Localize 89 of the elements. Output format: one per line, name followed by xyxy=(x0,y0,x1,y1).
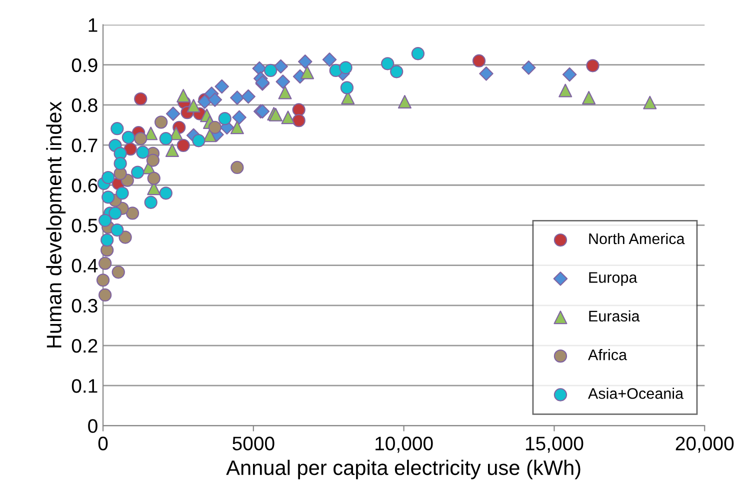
point xyxy=(411,47,425,60)
point xyxy=(322,52,337,67)
point xyxy=(214,79,229,94)
legend-label: Eurasia xyxy=(589,310,640,322)
point xyxy=(98,214,112,227)
x-tick-label: 5000 xyxy=(232,436,274,450)
point xyxy=(159,132,172,146)
point xyxy=(643,96,657,110)
point xyxy=(582,90,596,104)
point xyxy=(126,206,140,220)
legend-label: Asia+Oceania xyxy=(588,388,684,399)
point xyxy=(112,266,125,279)
point xyxy=(558,84,572,98)
y-tick-label: 0.8 xyxy=(72,98,98,112)
point xyxy=(108,206,122,220)
legend-label: North America xyxy=(589,232,685,244)
y-tick-label: 0.6 xyxy=(72,178,98,192)
point xyxy=(165,143,179,158)
point xyxy=(340,81,354,94)
point xyxy=(381,57,394,70)
x-tick-label: 0 xyxy=(98,436,108,450)
point xyxy=(144,196,158,209)
point xyxy=(192,134,206,148)
point xyxy=(118,230,132,244)
point xyxy=(292,114,306,128)
point xyxy=(479,66,494,81)
point xyxy=(116,186,129,200)
point xyxy=(522,60,536,75)
point xyxy=(198,94,212,109)
point xyxy=(586,59,600,72)
point xyxy=(154,116,168,129)
point xyxy=(131,166,144,179)
y-tick-label: 0.7 xyxy=(72,138,98,152)
point xyxy=(472,54,486,68)
x-tick-label: 20,000 xyxy=(676,436,734,453)
point xyxy=(208,120,222,134)
point xyxy=(264,64,278,78)
point xyxy=(98,256,112,270)
point xyxy=(281,110,295,124)
point xyxy=(98,288,112,302)
y-tick-label: 0 xyxy=(88,419,98,433)
point xyxy=(134,132,148,146)
legend-label: Europa xyxy=(589,272,638,286)
x-tick-label: 10,000 xyxy=(376,436,433,453)
point xyxy=(232,110,246,125)
point xyxy=(230,90,244,105)
point xyxy=(136,146,150,159)
y-tick-label: 0.9 xyxy=(72,58,98,72)
point xyxy=(176,138,190,152)
point xyxy=(241,89,256,104)
point xyxy=(110,223,124,237)
y-tick-label: 0.1 xyxy=(72,379,98,393)
point xyxy=(298,54,312,69)
point xyxy=(159,186,172,200)
point xyxy=(230,160,244,174)
point xyxy=(218,112,232,126)
point xyxy=(276,74,290,89)
y-tick-label: 1 xyxy=(88,18,98,32)
point xyxy=(274,59,288,74)
point xyxy=(398,94,412,108)
point xyxy=(278,86,292,100)
point xyxy=(122,130,136,144)
point xyxy=(134,92,148,106)
y-tick-label: 0.4 xyxy=(72,258,98,273)
y-axis-title: Human development index xyxy=(46,102,66,348)
point xyxy=(186,98,200,113)
point xyxy=(339,61,352,74)
legend-label: Africa xyxy=(588,349,628,360)
point xyxy=(102,190,115,204)
point xyxy=(102,170,115,184)
x-axis-title: Annual per capita electricity use (kWh) xyxy=(226,460,580,480)
point xyxy=(110,122,124,136)
point xyxy=(96,274,110,287)
point xyxy=(230,120,244,134)
point xyxy=(292,103,306,116)
point xyxy=(147,172,160,185)
y-tick-label: 0.2 xyxy=(72,338,98,353)
point xyxy=(300,66,314,80)
point xyxy=(166,106,180,121)
point xyxy=(562,67,577,82)
point xyxy=(146,154,160,167)
y-tick-label: 0.5 xyxy=(72,218,98,232)
y-tick-label: 0.3 xyxy=(72,298,98,313)
point xyxy=(100,233,114,247)
point xyxy=(114,156,127,170)
point xyxy=(390,65,404,78)
point xyxy=(176,88,190,102)
point xyxy=(208,92,222,107)
x-tick-label: 15,000 xyxy=(526,436,584,453)
